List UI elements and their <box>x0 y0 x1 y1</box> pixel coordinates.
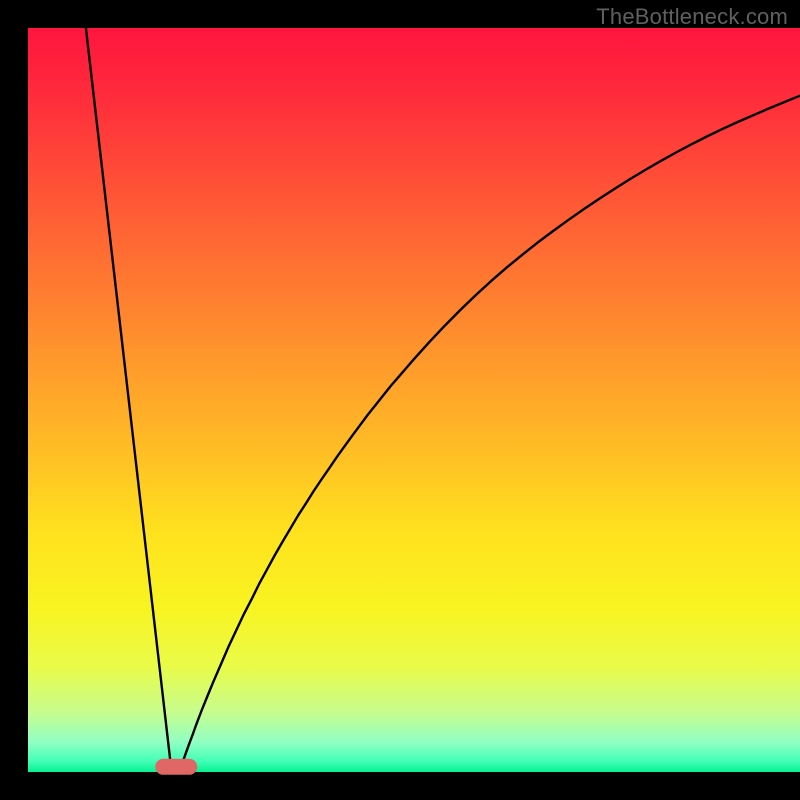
optimum-marker <box>155 759 197 775</box>
plot-background <box>28 28 800 772</box>
chart-container: TheBottleneck.com <box>0 0 800 800</box>
watermark-text: TheBottleneck.com <box>596 4 788 30</box>
bottleneck-chart <box>0 0 800 800</box>
